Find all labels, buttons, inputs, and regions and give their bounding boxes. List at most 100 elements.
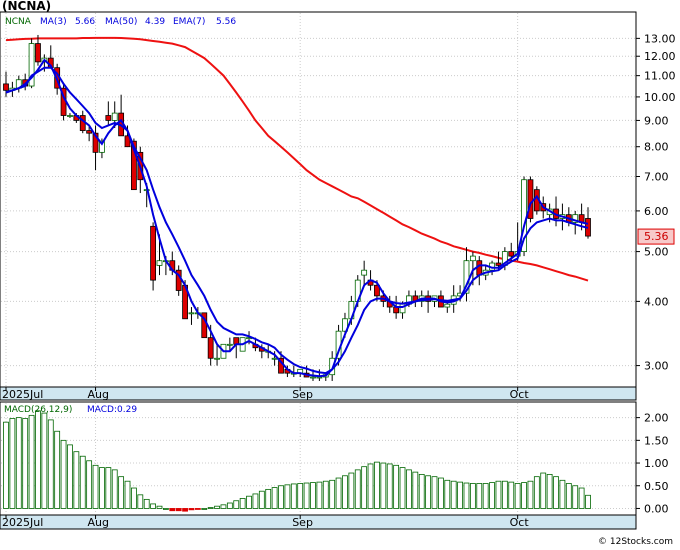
macd-bar <box>457 481 463 509</box>
macd-date-label: Sep <box>292 516 313 529</box>
macd-bar <box>175 508 182 512</box>
macd-bar <box>278 485 284 509</box>
price-tick-label: 6.00 <box>644 205 669 218</box>
macd-bar <box>565 483 572 509</box>
macd-bar <box>290 483 297 509</box>
last-price-tag-box <box>637 228 675 245</box>
ema-layer <box>5 58 589 378</box>
macd-bar <box>585 494 591 509</box>
legend-ticker: NCNA <box>5 17 32 27</box>
macd-bar <box>553 476 559 509</box>
candle-body <box>28 43 35 87</box>
last-price-tag: 5.36 <box>637 228 675 245</box>
macd-bar <box>489 482 495 509</box>
price-axis: 3.00 4.00 5.00 6.00 7.00 8.00 9.00 10.00 11.00 12… <box>636 32 676 373</box>
macd-bar <box>559 479 566 509</box>
macd-bar <box>188 508 195 511</box>
price-tick-label: 4.00 <box>644 295 669 308</box>
candle-body <box>444 303 451 308</box>
macd-bar <box>533 476 540 509</box>
macd-bar <box>22 418 29 509</box>
candle-body <box>99 140 105 153</box>
macd-bar <box>86 460 93 509</box>
watermark: © 12Stocks.com <box>598 537 673 546</box>
price-tick-label: 9.00 <box>644 114 669 127</box>
macd-date-label: 2025Jul <box>2 516 43 529</box>
macd-bar <box>335 477 342 509</box>
candle-body <box>67 115 73 117</box>
legend-ma50-value: 4.39 <box>145 17 165 27</box>
ma3-line <box>5 58 589 378</box>
candle-body <box>226 343 233 346</box>
macd-bar <box>73 451 80 509</box>
macd-bar <box>162 508 169 510</box>
price-tick-label: 3.00 <box>644 360 669 373</box>
legend-ema7-value: 5.56 <box>216 17 236 27</box>
macd-bar <box>220 504 227 509</box>
macd-bar <box>226 502 233 509</box>
macd-axis: 0.00 0.50 1.00 1.50 2.00 <box>636 412 669 515</box>
macd-bar <box>508 481 515 509</box>
price-date-label: 2025Jul <box>2 388 43 401</box>
macd-bar <box>201 508 208 510</box>
macd-bar <box>521 482 527 509</box>
macd-bar <box>28 414 35 509</box>
macd-bar <box>310 482 316 509</box>
macd-bar <box>9 418 16 509</box>
macd-bar <box>406 469 412 509</box>
macd-bar <box>246 495 252 509</box>
macd-bar <box>111 469 118 509</box>
macd-bar <box>425 475 432 509</box>
macd-date-label: Aug <box>88 516 109 529</box>
macd-bar <box>265 488 272 509</box>
last-price-tag-text: 5.36 <box>644 230 669 243</box>
macd-bar <box>252 493 259 509</box>
macd-date-band <box>0 514 637 530</box>
candle-body <box>111 112 118 121</box>
macd-bar <box>527 480 534 509</box>
macd-bar <box>444 479 451 509</box>
macd-bar <box>79 455 86 509</box>
macd-bar <box>124 480 131 509</box>
macd-bar <box>60 439 67 509</box>
price-date-label: Oct <box>510 388 530 401</box>
candle-body <box>150 225 156 281</box>
legend-ma3-label: MA(3) <box>40 17 67 27</box>
macd-bar <box>476 483 483 509</box>
macd-bar <box>374 461 380 509</box>
candle-body <box>310 376 316 379</box>
legend-ema7-label: EMA(7) <box>173 17 205 27</box>
price-legend: NCNA MA(3) 5.66 MA(50) 4.39 EMA(7) 5.56 <box>5 17 236 27</box>
macd-bar <box>156 505 163 509</box>
candle-body <box>527 179 534 219</box>
macd-bar <box>514 483 521 509</box>
candle-body <box>374 284 380 297</box>
macd-bar <box>47 419 54 509</box>
candle-body <box>214 357 220 360</box>
macd-bar <box>322 480 329 509</box>
macd-tick-label: 1.50 <box>644 434 669 447</box>
macd-bar <box>354 469 361 509</box>
macd-legend-value: MACD:0.29 <box>87 405 137 415</box>
candle-body <box>105 115 112 121</box>
macd-bar <box>207 507 214 509</box>
price-date-label: Aug <box>88 388 109 401</box>
macd-bar <box>393 464 400 509</box>
candle-body <box>508 251 515 257</box>
macd-bar <box>438 477 444 509</box>
macd-bar <box>143 498 150 509</box>
macd-bar <box>99 467 105 509</box>
candle-body <box>271 357 278 360</box>
price-tick-label: 10.00 <box>644 91 676 104</box>
price-tick-label: 5.00 <box>644 246 669 259</box>
legend-ma50-label: MA(50) <box>105 17 137 27</box>
macd-bar <box>450 480 457 509</box>
macd-bar <box>495 480 502 509</box>
macd-bar <box>463 482 470 509</box>
macd-date-labels: 2025Jul Aug Sep Oct <box>2 515 529 529</box>
macd-date-label: Oct <box>510 516 530 529</box>
price-tick-label: 7.00 <box>644 171 669 184</box>
macd-bar <box>131 487 137 509</box>
macd-bar <box>367 463 374 509</box>
